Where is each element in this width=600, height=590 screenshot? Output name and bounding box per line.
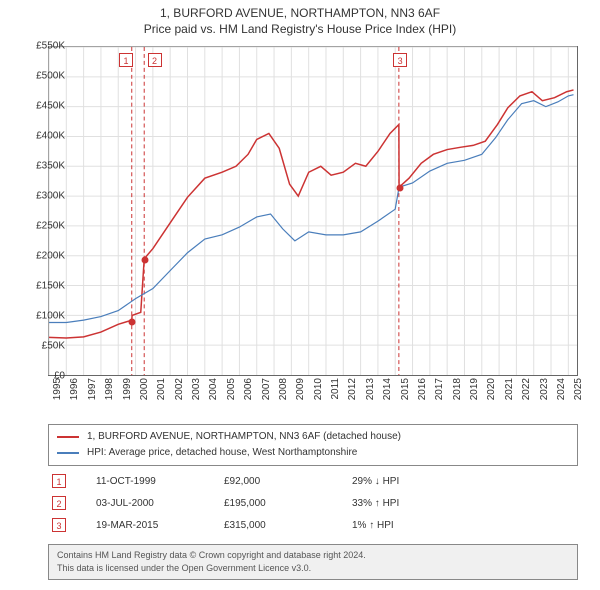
x-axis-label: 2008 [278, 378, 289, 418]
x-axis-label: 2020 [486, 378, 497, 418]
x-axis-label: 2019 [469, 378, 480, 418]
chart-title-line1: 1, BURFORD AVENUE, NORTHAMPTON, NN3 6AF [0, 6, 600, 20]
chart-svg [49, 47, 577, 375]
event-delta-1: 29% ↓ HPI [352, 476, 472, 487]
chart-event-badge: 1 [119, 53, 133, 67]
x-axis-label: 2005 [226, 378, 237, 418]
legend-label-hpi: HPI: Average price, detached house, West… [87, 445, 357, 461]
x-axis-label: 2012 [347, 378, 358, 418]
y-axis-label: £500K [19, 71, 65, 82]
event-delta-2: 33% ↑ HPI [352, 498, 472, 509]
y-axis-label: £200K [19, 251, 65, 262]
event-badge-2: 2 [52, 496, 66, 510]
x-axis-label: 2017 [434, 378, 445, 418]
event-row-2: 2 03-JUL-2000 £195,000 33% ↑ HPI [48, 492, 578, 514]
legend-swatch-hpi [57, 452, 79, 454]
x-axis-label: 2007 [261, 378, 272, 418]
chart-event-marker [141, 257, 148, 264]
event-badge-1: 1 [52, 474, 66, 488]
event-date-2: 03-JUL-2000 [96, 498, 206, 509]
x-axis-label: 2011 [330, 378, 341, 418]
chart-event-marker [397, 185, 404, 192]
y-axis-label: £300K [19, 191, 65, 202]
event-price-1: £92,000 [224, 476, 334, 487]
y-axis-label: £450K [19, 101, 65, 112]
x-axis-label: 2010 [313, 378, 324, 418]
legend-row-hpi: HPI: Average price, detached house, West… [57, 445, 569, 461]
x-axis-label: 2001 [156, 378, 167, 418]
y-axis-label: £250K [19, 221, 65, 232]
x-axis-label: 2002 [174, 378, 185, 418]
event-delta-3: 1% ↑ HPI [352, 520, 472, 531]
chart-title-block: 1, BURFORD AVENUE, NORTHAMPTON, NN3 6AF … [0, 0, 600, 36]
y-axis-label: £50K [19, 341, 65, 352]
x-axis-label: 2009 [295, 378, 306, 418]
x-axis-label: 2000 [139, 378, 150, 418]
x-axis-label: 2024 [556, 378, 567, 418]
x-axis-label: 2013 [365, 378, 376, 418]
events-table: 1 11-OCT-1999 £92,000 29% ↓ HPI 2 03-JUL… [48, 470, 578, 536]
legend-box: 1, BURFORD AVENUE, NORTHAMPTON, NN3 6AF … [48, 424, 578, 466]
x-axis-label: 2015 [400, 378, 411, 418]
legend-label-property: 1, BURFORD AVENUE, NORTHAMPTON, NN3 6AF … [87, 429, 401, 445]
x-axis-label: 2023 [539, 378, 550, 418]
legend-row-property: 1, BURFORD AVENUE, NORTHAMPTON, NN3 6AF … [57, 429, 569, 445]
x-axis-label: 2021 [504, 378, 515, 418]
legend-swatch-property [57, 436, 79, 438]
footer-line2: This data is licensed under the Open Gov… [57, 562, 569, 575]
y-axis-label: £550K [19, 41, 65, 52]
event-price-3: £315,000 [224, 520, 334, 531]
x-axis-label: 2016 [417, 378, 428, 418]
chart-event-badge: 3 [393, 53, 407, 67]
footer-attribution: Contains HM Land Registry data © Crown c… [48, 544, 578, 580]
y-axis-label: £100K [19, 311, 65, 322]
x-axis-label: 2018 [452, 378, 463, 418]
x-axis-label: 2025 [573, 378, 584, 418]
event-row-3: 3 19-MAR-2015 £315,000 1% ↑ HPI [48, 514, 578, 536]
chart-event-marker [129, 318, 136, 325]
x-axis-label: 1996 [69, 378, 80, 418]
event-badge-3: 3 [52, 518, 66, 532]
event-date-3: 19-MAR-2015 [96, 520, 206, 531]
x-axis-label: 1999 [122, 378, 133, 418]
x-axis-label: 2003 [191, 378, 202, 418]
x-axis-label: 1997 [87, 378, 98, 418]
chart-event-badge: 2 [148, 53, 162, 67]
y-axis-label: £400K [19, 131, 65, 142]
footer-line1: Contains HM Land Registry data © Crown c… [57, 549, 569, 562]
event-date-1: 11-OCT-1999 [96, 476, 206, 487]
x-axis-label: 2022 [521, 378, 532, 418]
event-price-2: £195,000 [224, 498, 334, 509]
x-axis-label: 2004 [208, 378, 219, 418]
x-axis-label: 1995 [52, 378, 63, 418]
event-row-1: 1 11-OCT-1999 £92,000 29% ↓ HPI [48, 470, 578, 492]
y-axis-label: £150K [19, 281, 65, 292]
chart-title-line2: Price paid vs. HM Land Registry's House … [0, 22, 600, 36]
chart-plot-area: 1 2 3 [48, 46, 578, 376]
y-axis-label: £350K [19, 161, 65, 172]
x-axis-label: 1998 [104, 378, 115, 418]
x-axis-label: 2014 [382, 378, 393, 418]
x-axis-label: 2006 [243, 378, 254, 418]
